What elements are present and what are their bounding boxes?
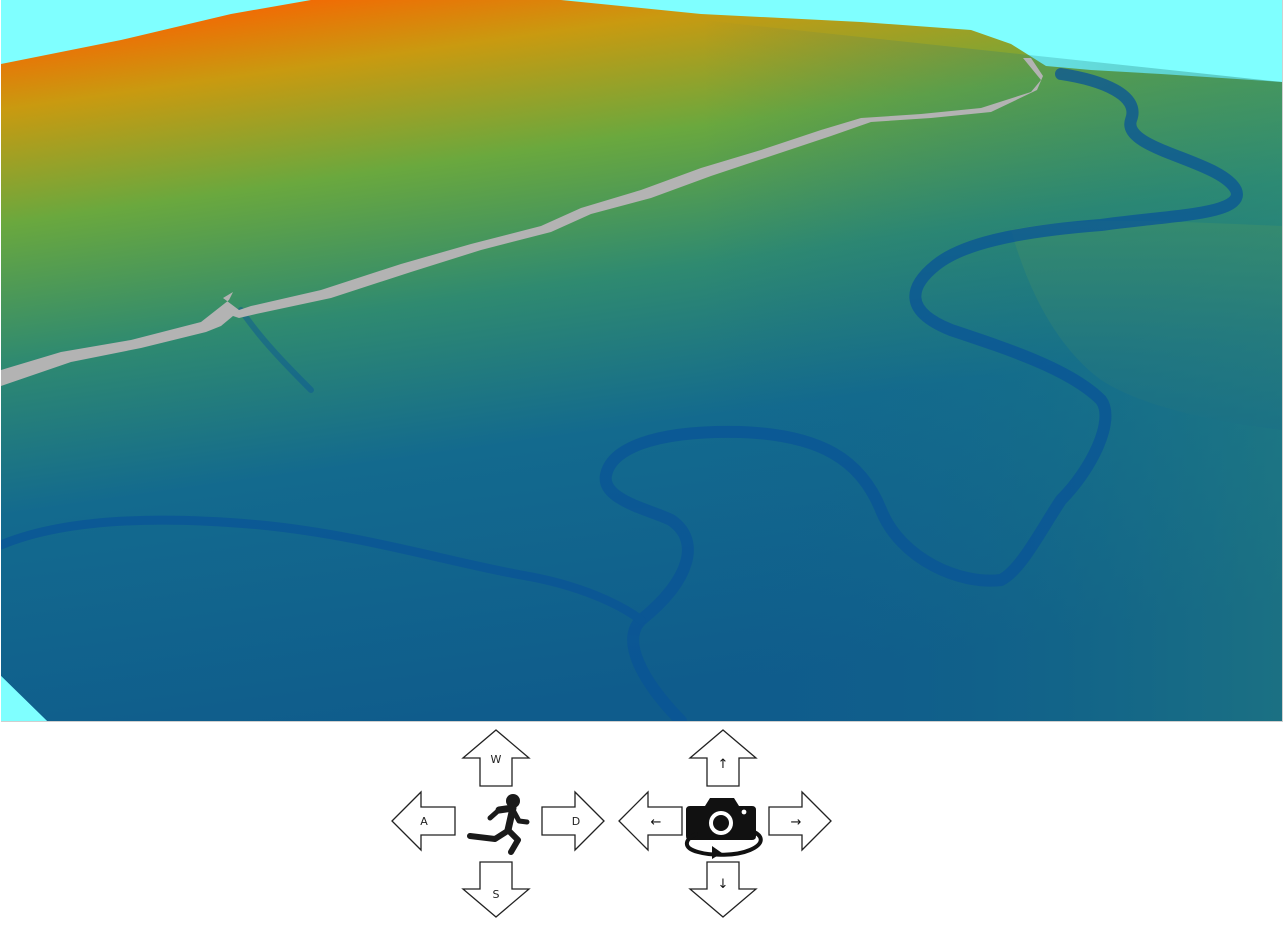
terrain-viewport[interactable] (1, 0, 1283, 722)
move-forward-key-label: W (491, 753, 502, 766)
terrain-scene[interactable] (1, 0, 1282, 721)
move-right-button[interactable]: D (541, 790, 605, 852)
camera-turn-right-button[interactable]: → (768, 790, 832, 852)
terrain-hill-right (1011, 220, 1282, 430)
move-left-button[interactable]: A (391, 790, 456, 852)
camera-tilt-up-button[interactable]: ↑ (688, 729, 758, 787)
camera-up-arrow-icon: ↑ (718, 757, 729, 772)
camera-controls: ↑ ← → ↓ (618, 729, 832, 918)
running-person-icon (467, 794, 530, 855)
terrain-shade-right (701, 20, 1282, 721)
movement-controls: W A D S (391, 729, 605, 918)
move-forward-button[interactable]: W (461, 729, 531, 787)
camera-turn-left-button[interactable]: ← (618, 790, 683, 852)
move-left-key-label: A (420, 815, 428, 828)
river-channels (1, 68, 1243, 721)
road (1, 58, 1043, 386)
sky-corner-bottom-left (1, 676, 47, 721)
camera-down-arrow-icon: ↓ (718, 877, 729, 892)
rotating-camera-icon (684, 798, 763, 859)
camera-left-arrow-icon: ← (651, 815, 662, 830)
move-back-button[interactable]: S (461, 861, 531, 918)
camera-tilt-down-button[interactable]: ↓ (688, 861, 758, 918)
move-back-key-label: S (493, 888, 500, 901)
move-right-key-label: D (572, 815, 580, 828)
camera-right-arrow-icon: → (791, 815, 802, 830)
navigation-controls: W A D S (0, 722, 1283, 934)
